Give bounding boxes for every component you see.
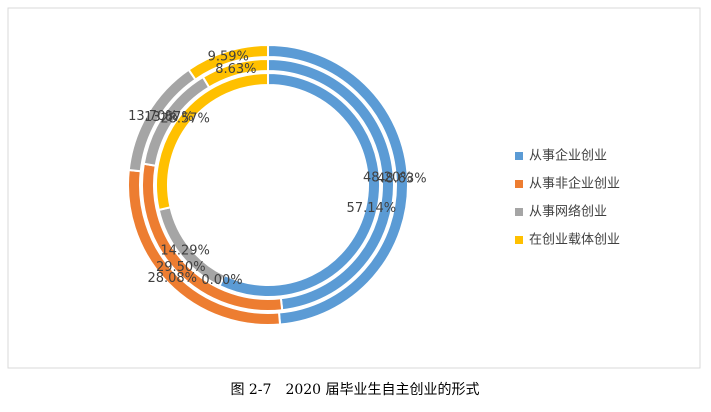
data-label: 13.70%	[128, 109, 178, 124]
caption: 图 2-7 2020 届毕业生自主创业的形式	[230, 382, 479, 398]
legend-swatch	[515, 152, 523, 160]
data-label: 28.57%	[160, 111, 210, 126]
ring-segment	[155, 71, 269, 212]
data-label: 29.50%	[156, 260, 206, 275]
chart-frame	[7, 7, 701, 369]
data-label: 8.63%	[215, 62, 256, 77]
data-label: 28.08%	[147, 271, 197, 286]
legend-label: 从事网络创业	[529, 204, 607, 220]
data-label: 48.20%	[363, 171, 413, 186]
legend-swatch	[515, 236, 523, 244]
data-label: 9.59%	[208, 50, 249, 65]
data-label: 13.67%	[144, 110, 194, 125]
data-label: 14.29%	[160, 244, 210, 259]
legend-label: 从事企业创业	[529, 148, 607, 164]
ring-segment	[187, 43, 269, 81]
legend-swatch	[515, 208, 523, 216]
legend-swatch	[515, 180, 523, 188]
data-label: 48.63%	[377, 172, 427, 187]
data-label: 0.00%	[201, 273, 242, 288]
legend-label: 在创业载体创业	[529, 233, 620, 248]
legend-label: 从事非企业创业	[529, 176, 620, 192]
data-label: 57.14%	[347, 201, 397, 216]
ring-segment	[201, 57, 269, 89]
